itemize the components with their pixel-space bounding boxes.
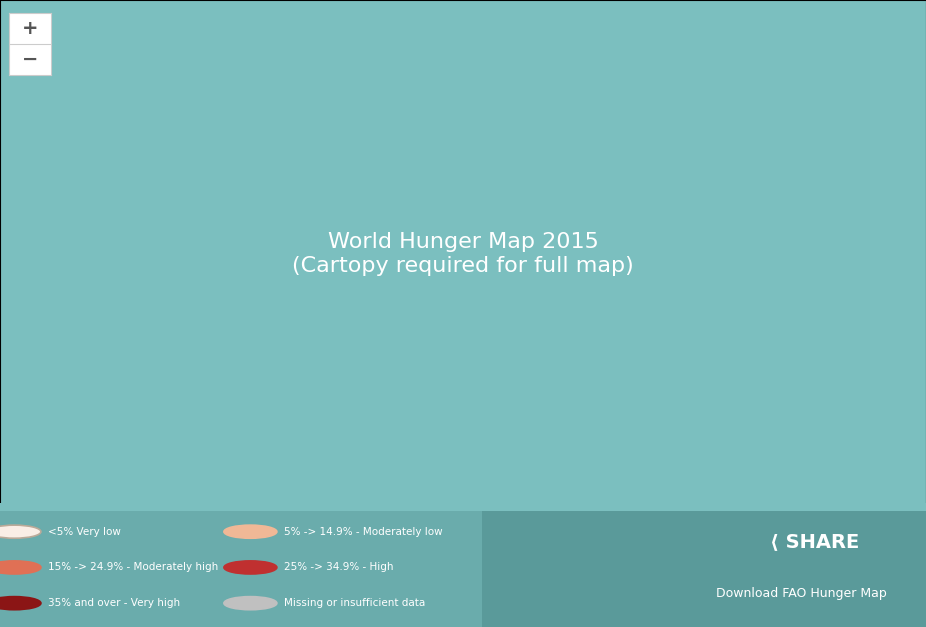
Circle shape [0,597,41,609]
Circle shape [0,525,41,538]
Text: 15% -> 24.9% - Moderately high: 15% -> 24.9% - Moderately high [48,562,219,572]
Text: 35% and over - Very high: 35% and over - Very high [48,598,181,608]
Text: <5% Very low: <5% Very low [48,527,121,537]
Circle shape [0,561,41,574]
Text: +: + [22,19,38,38]
Text: ⟨ SHARE: ⟨ SHARE [770,532,859,551]
Text: −: − [22,50,38,69]
Text: 5% -> 14.9% - Moderately low: 5% -> 14.9% - Moderately low [284,527,443,537]
Circle shape [224,597,277,609]
Circle shape [224,561,277,574]
Text: 25% -> 34.9% - High: 25% -> 34.9% - High [284,562,394,572]
Text: Missing or insufficient data: Missing or insufficient data [284,598,425,608]
Text: World Hunger Map 2015
(Cartopy required for full map): World Hunger Map 2015 (Cartopy required … [292,233,634,275]
Circle shape [224,525,277,538]
Text: Download FAO Hunger Map: Download FAO Hunger Map [716,587,887,600]
